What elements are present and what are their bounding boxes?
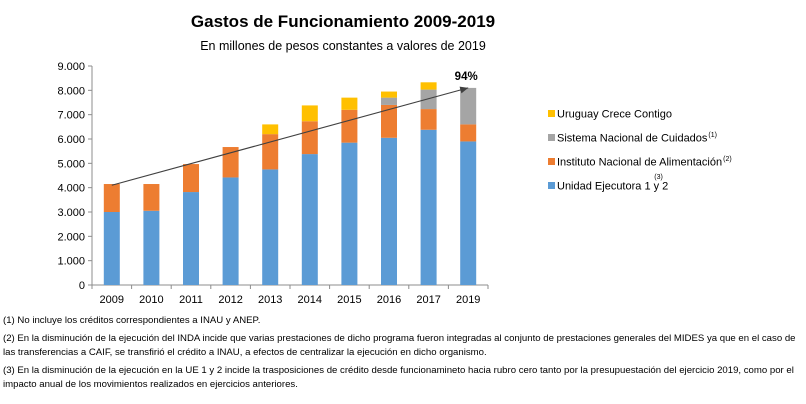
bar-segment-0-2011 (183, 192, 199, 285)
chart-legend: Uruguay Crece Contigo Sistema Nacional de… (548, 109, 732, 193)
legend-note: (3) (654, 174, 663, 181)
bar-segment-0-2019 (460, 141, 477, 285)
footnote-3: (3) En la disminución de la ejecución en… (3, 364, 794, 391)
legend-note: (2) (723, 156, 732, 163)
bar-segment-2-2019 (460, 87, 477, 125)
bar-segment-0-2017 (420, 129, 437, 285)
bar-segment-1-2016 (381, 104, 397, 138)
legend-item: Sistema Nacional de Cuidados (1) (548, 132, 717, 145)
bar-segment-1-2013 (262, 134, 279, 170)
legend-label: Uruguay Crece Contigo (557, 109, 672, 121)
bar-segment-3-2016 (381, 91, 397, 98)
bar-segment-1-2017 (420, 109, 437, 130)
y-tick-label: 5.000 (57, 158, 85, 170)
bar-segment-1-2009 (103, 184, 120, 212)
x-tick-label: 2013 (258, 294, 282, 306)
y-tick-label: 1.000 (57, 256, 85, 268)
y-tick-label: 2.000 (57, 231, 85, 243)
legend-item: Instituto Nacional de Alimentación (2) (548, 156, 732, 169)
y-tick-label: 7.000 (57, 110, 85, 122)
legend-label: Instituto Nacional de Alimentación (557, 157, 722, 169)
y-tick-label: 4.000 (57, 183, 85, 195)
y-tick-label: 9.000 (57, 61, 85, 73)
trendline (111, 87, 469, 186)
x-tick-label: 2016 (377, 294, 401, 306)
x-tick-label: 2017 (416, 294, 440, 306)
chart-bars (103, 82, 477, 285)
legend-swatch (548, 134, 555, 141)
y-tick-label: 0 (79, 280, 85, 292)
bar-segment-0-2012 (222, 177, 239, 285)
x-tick-label: 2015 (337, 294, 361, 306)
bar-segment-0-2013 (262, 169, 279, 285)
bar-segment-0-2016 (381, 137, 397, 285)
footnote-2: (2) En la disminución de la ejecución de… (3, 332, 796, 359)
bar-segment-2-2017 (420, 89, 437, 110)
bar-segment-1-2014 (301, 121, 318, 155)
bar-segment-0-2009 (103, 212, 120, 285)
footnote-1: (1) No incluye los créditos correspondie… (3, 315, 261, 326)
bar-segment-0-2015 (341, 142, 358, 285)
bar-segment-1-2012 (222, 147, 239, 178)
legend-swatch (548, 158, 555, 165)
bar-segment-1-2015 (341, 109, 358, 143)
legend-swatch (548, 110, 555, 117)
y-tick-label: 8.000 (57, 85, 85, 97)
bar-segment-3-2013 (262, 124, 279, 135)
x-tick-label: 2019 (456, 294, 480, 306)
legend-note: (1) (708, 132, 717, 139)
x-tick-label: 2014 (298, 294, 322, 306)
legend-item: Unidad Ejecutora 1 y 2(3) (548, 174, 668, 193)
x-tick-label: 2011 (179, 294, 203, 306)
trendline-arrowhead (459, 86, 469, 94)
chart-trendline-group: 94% (111, 71, 478, 186)
footnotes: (1) No incluye los créditos correspondie… (3, 314, 803, 396)
x-tick-label: 2009 (100, 294, 124, 306)
chart-subtitle: En millones de pesos constantes a valore… (200, 39, 486, 53)
legend-item: Uruguay Crece Contigo (548, 109, 672, 121)
legend-label: Sistema Nacional de Cuidados (557, 133, 708, 145)
bar-segment-3-2014 (301, 105, 318, 122)
trend-annotation: 94% (455, 71, 478, 83)
chart-title: Gastos de Funcionamiento 2009-2019 (190, 12, 496, 31)
bar-segment-1-2010 (143, 184, 160, 211)
bar-segment-3-2015 (341, 97, 358, 110)
x-tick-label: 2010 (139, 294, 163, 306)
bar-segment-1-2011 (183, 164, 199, 193)
x-tick-label: 2012 (218, 294, 242, 306)
y-tick-label: 3.000 (57, 207, 85, 219)
legend-swatch (548, 182, 555, 189)
bar-segment-1-2019 (460, 124, 477, 142)
bar-segment-2-2016 (381, 97, 397, 105)
bar-segment-0-2014 (301, 154, 318, 285)
legend-label: Unidad Ejecutora 1 y 2 (557, 181, 668, 193)
y-tick-label: 6.000 (57, 134, 85, 146)
bar-segment-0-2010 (143, 210, 160, 285)
bar-segment-3-2017 (420, 82, 437, 90)
